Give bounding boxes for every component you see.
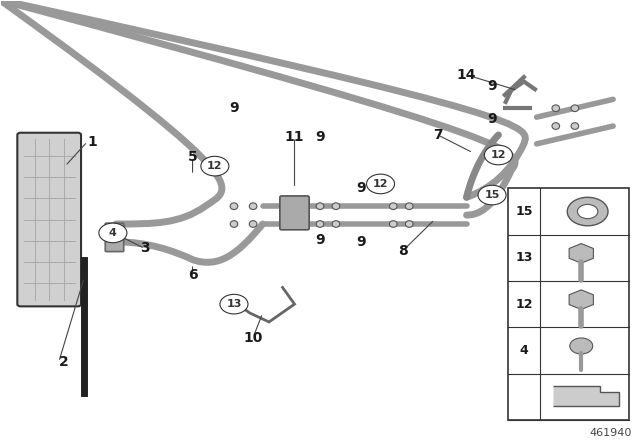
Ellipse shape [332, 221, 340, 227]
Text: 6: 6 [188, 268, 197, 282]
FancyBboxPatch shape [105, 223, 124, 252]
Text: 461940: 461940 [590, 428, 632, 438]
Ellipse shape [552, 123, 559, 129]
Text: 12: 12 [491, 150, 506, 160]
Ellipse shape [390, 221, 397, 227]
Ellipse shape [249, 203, 257, 210]
Ellipse shape [405, 221, 413, 227]
Text: 2: 2 [59, 355, 68, 369]
Text: 9: 9 [356, 235, 366, 249]
Ellipse shape [405, 203, 413, 210]
Text: 11: 11 [285, 130, 304, 144]
FancyBboxPatch shape [17, 133, 81, 306]
Ellipse shape [316, 203, 324, 210]
Text: 13: 13 [227, 299, 242, 309]
Ellipse shape [571, 123, 579, 129]
Text: 9: 9 [229, 101, 239, 115]
Circle shape [99, 223, 127, 243]
Text: 9: 9 [487, 79, 497, 93]
Ellipse shape [249, 221, 257, 227]
Text: 3: 3 [140, 241, 150, 255]
Text: 4: 4 [520, 344, 528, 357]
Circle shape [220, 294, 248, 314]
Text: 1: 1 [88, 135, 97, 149]
Ellipse shape [316, 221, 324, 227]
Circle shape [478, 185, 506, 205]
Text: 13: 13 [515, 251, 532, 264]
Text: 9: 9 [315, 233, 325, 246]
Circle shape [577, 204, 598, 219]
Text: 4: 4 [109, 228, 117, 238]
Ellipse shape [552, 105, 559, 112]
Text: 15: 15 [484, 190, 500, 200]
Text: 9: 9 [315, 130, 325, 144]
Text: 9: 9 [356, 181, 366, 195]
Text: 14: 14 [457, 68, 476, 82]
Ellipse shape [332, 203, 340, 210]
Text: 5: 5 [188, 150, 197, 164]
Ellipse shape [390, 203, 397, 210]
Text: 10: 10 [243, 331, 263, 345]
Ellipse shape [571, 105, 579, 112]
Circle shape [570, 338, 593, 354]
FancyBboxPatch shape [508, 188, 629, 420]
Circle shape [367, 174, 394, 194]
Text: 8: 8 [398, 244, 408, 258]
Text: 9: 9 [487, 112, 497, 126]
Circle shape [567, 197, 608, 226]
PathPatch shape [552, 386, 620, 405]
Text: 7: 7 [433, 128, 443, 142]
Text: 15: 15 [515, 205, 532, 218]
Text: 12: 12 [515, 297, 532, 310]
Circle shape [201, 156, 229, 176]
Ellipse shape [230, 203, 238, 210]
Circle shape [484, 145, 513, 165]
FancyBboxPatch shape [280, 196, 309, 230]
Ellipse shape [230, 221, 238, 227]
Text: 12: 12 [372, 179, 388, 189]
Text: 12: 12 [207, 161, 223, 171]
